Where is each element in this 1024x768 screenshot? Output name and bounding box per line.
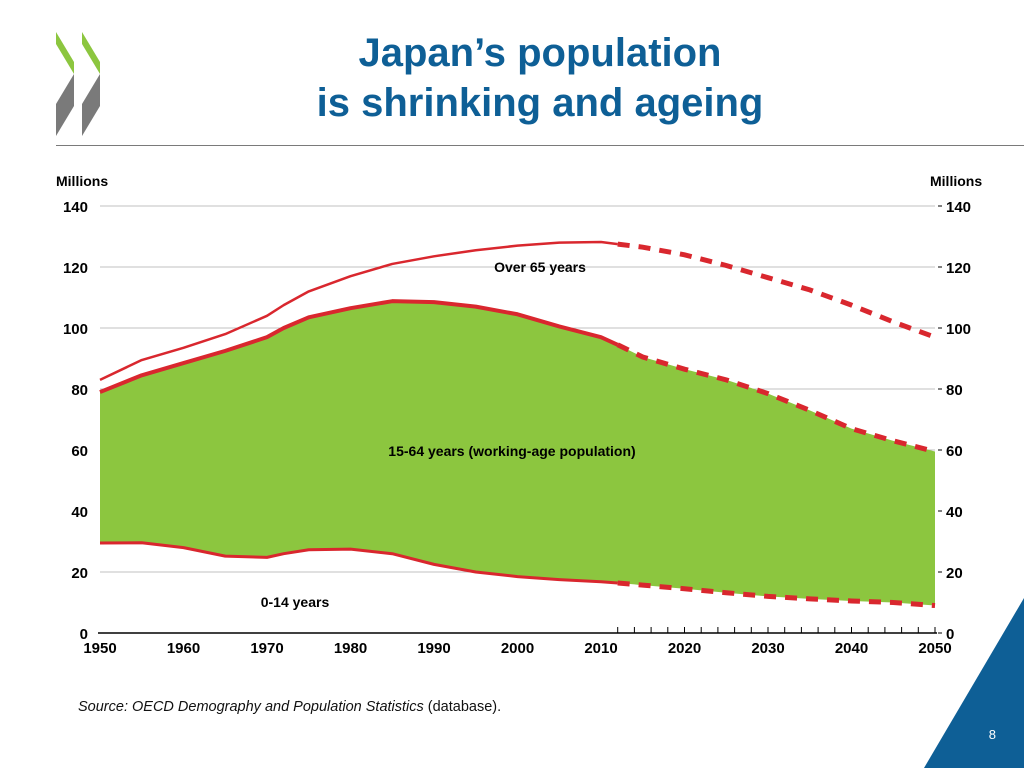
x-tick-label-2050: 2050	[918, 640, 951, 657]
logo-chevron-left-bottom	[56, 74, 74, 136]
title-divider	[56, 145, 1024, 146]
slide-title: Japan’s population is shrinking and agei…	[230, 28, 850, 128]
total-population-line-projection	[617, 241, 936, 340]
x-tick-label-2020: 2020	[668, 640, 701, 657]
corner-triangle-decoration	[924, 598, 1024, 768]
source-note: Source: OECD Demography and Population S…	[78, 699, 501, 715]
left-tick-label-60: 60	[71, 443, 88, 460]
right-tick-label-120: 120	[946, 260, 971, 277]
left-axis-unit-label: Millions	[56, 173, 108, 189]
left-tick-label-100: 100	[63, 321, 88, 338]
source-italic: Source: OECD Demography and Population S…	[78, 699, 424, 715]
right-axis-unit-label: Millions	[930, 173, 982, 189]
x-tick-label-1960: 1960	[167, 640, 200, 657]
right-tick-label-100: 100	[946, 321, 971, 338]
x-tick-label-2010: 2010	[584, 640, 617, 657]
annotation-children: 0-14 years	[261, 594, 330, 610]
working-age-line-historical	[99, 299, 619, 394]
x-tick-label-1980: 1980	[334, 640, 367, 657]
oecd-logo-icon	[56, 32, 100, 136]
right-tick-label-80: 80	[946, 382, 963, 399]
x-tick-label-1990: 1990	[417, 640, 450, 657]
total-population-line-historical	[99, 240, 618, 381]
children-line-projection	[617, 580, 936, 609]
annotation-over65: Over 65 years	[494, 259, 586, 275]
left-tick-label-120: 120	[63, 260, 88, 277]
logo-chevron-right-bottom	[82, 74, 100, 136]
right-tick-label-20: 20	[946, 565, 963, 582]
title-line-1: Japan’s population	[358, 31, 722, 75]
left-tick-label-0: 0	[80, 626, 88, 643]
children-line-historical	[99, 541, 618, 585]
source-plain: (database).	[423, 699, 502, 715]
x-tick-label-1970: 1970	[250, 640, 283, 657]
x-tick-label-2040: 2040	[835, 640, 868, 657]
page-number: 8	[988, 727, 996, 742]
left-tick-label-20: 20	[71, 565, 88, 582]
right-tick-label-40: 40	[946, 504, 963, 521]
annotation-working-age: 15-64 years (working-age population)	[388, 443, 635, 459]
working-age-area	[100, 301, 935, 606]
series-lines	[99, 240, 936, 609]
right-tick-label-0: 0	[946, 626, 954, 643]
left-tick-label-40: 40	[71, 504, 88, 521]
x-tick-label-1950: 1950	[83, 640, 116, 657]
left-tick-label-140: 140	[63, 199, 88, 216]
title-line-2: is shrinking and ageing	[316, 81, 764, 125]
logo-chevron-left-top	[56, 32, 74, 74]
working-age-line-projection	[616, 342, 936, 454]
right-tick-label-60: 60	[946, 443, 963, 460]
x-tick-label-2000: 2000	[501, 640, 534, 657]
x-tick-label-2030: 2030	[751, 640, 784, 657]
logo-chevron-right-top	[82, 32, 100, 74]
left-tick-label-80: 80	[71, 382, 88, 399]
right-tick-label-140: 140	[946, 199, 971, 216]
